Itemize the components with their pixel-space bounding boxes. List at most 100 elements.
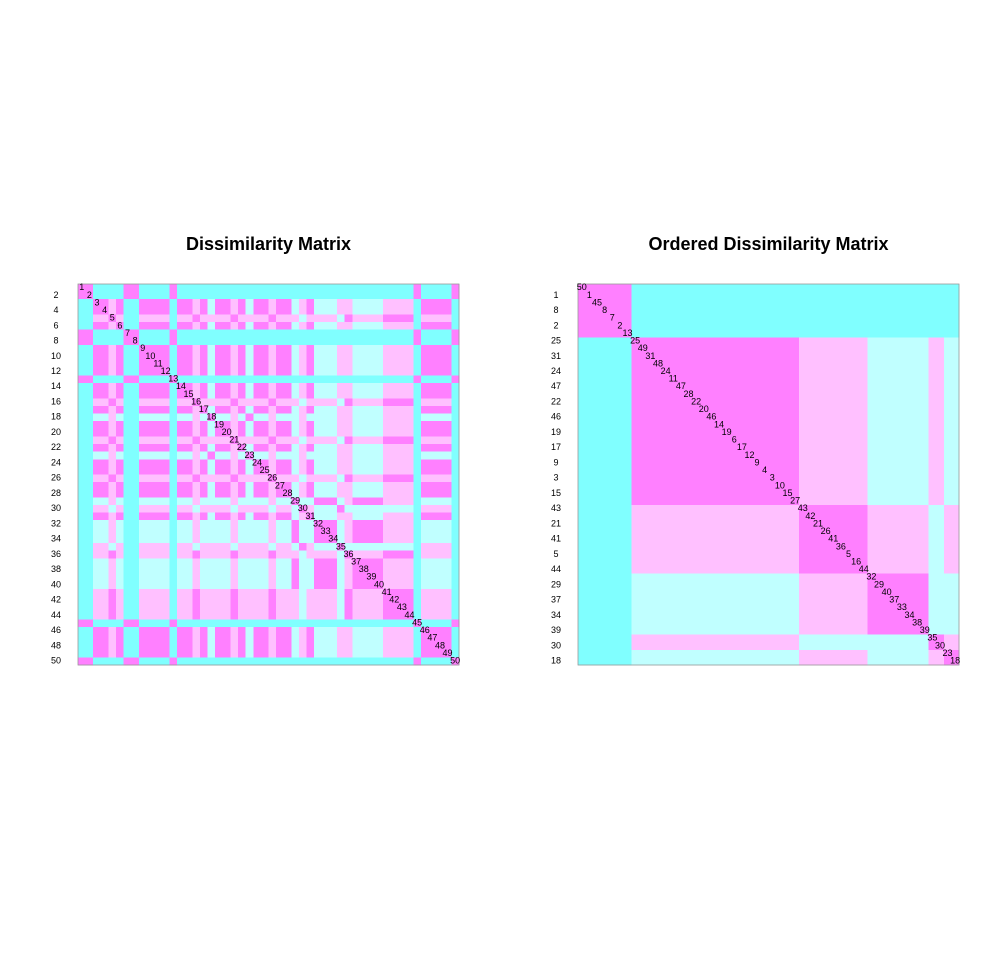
cell [783,451,792,460]
cell [428,558,437,567]
cell [199,497,208,506]
cell [398,565,406,574]
cell [730,619,739,628]
cell [890,466,899,475]
cell [776,527,785,536]
cell [451,421,460,430]
cell [890,550,899,559]
cell [913,619,922,628]
cell [291,375,300,384]
cell [745,588,754,597]
cell [245,543,254,551]
cell [85,421,94,430]
cell [245,634,254,643]
cell [806,626,815,635]
cell [623,489,632,498]
cell [405,642,414,651]
cell [814,314,823,323]
cell [123,344,132,353]
cell [760,558,769,567]
cell [413,291,422,300]
cell [578,504,586,513]
cell [184,657,193,666]
cell [199,444,208,452]
cell [585,482,594,491]
cell [359,466,368,475]
cell [654,383,663,391]
cell [177,527,185,536]
cell [684,398,693,407]
cell [238,604,246,612]
cell [798,626,807,635]
cell [131,421,140,430]
cell [436,375,445,384]
cell [936,527,945,536]
cell [85,573,94,582]
cell [436,413,445,422]
cell [329,604,338,612]
cell [692,535,701,544]
cell [161,284,170,292]
cell [936,344,945,353]
cell [638,375,647,384]
cell [108,375,117,384]
cell [768,489,777,498]
cell [245,512,254,521]
cell [616,306,625,315]
cell [882,299,891,308]
cell [420,413,429,422]
cell [207,504,216,513]
cell [199,329,208,338]
cell [920,504,929,513]
cell [78,619,86,628]
cell [905,405,914,414]
cell [730,466,739,475]
cell [738,299,746,308]
cell [707,565,716,574]
cell [268,619,277,628]
cell [920,619,929,628]
cell [943,405,952,414]
cell [616,322,625,331]
cell [776,604,785,612]
cell [93,535,102,544]
cell [283,565,292,574]
cell [638,421,647,430]
cell [245,344,254,353]
cell [352,642,361,651]
cell [692,604,701,612]
cell [321,512,330,521]
cell [222,375,231,384]
cell [913,565,922,574]
cell [329,543,338,551]
cell [798,489,807,498]
cell [715,596,724,605]
cell [314,436,323,445]
cell [898,604,906,612]
cell [913,626,922,635]
cell [420,451,429,460]
cell [844,322,853,331]
cell [783,474,792,483]
y-axis-label: 22 [51,442,61,452]
cell [283,474,292,483]
cell [306,329,315,338]
cell [131,390,140,399]
cell [116,657,125,666]
cell [593,550,602,559]
cell [344,405,353,414]
cell [783,527,792,536]
cell [123,375,132,384]
cell [398,512,406,521]
cell [936,398,945,407]
cell [169,451,178,460]
cell [829,504,838,513]
cell [93,558,102,567]
cell [321,352,330,361]
cell [78,405,86,414]
cell [398,421,406,430]
cell [776,619,785,628]
cell [738,558,746,567]
cell [616,375,625,384]
cell [329,573,338,582]
